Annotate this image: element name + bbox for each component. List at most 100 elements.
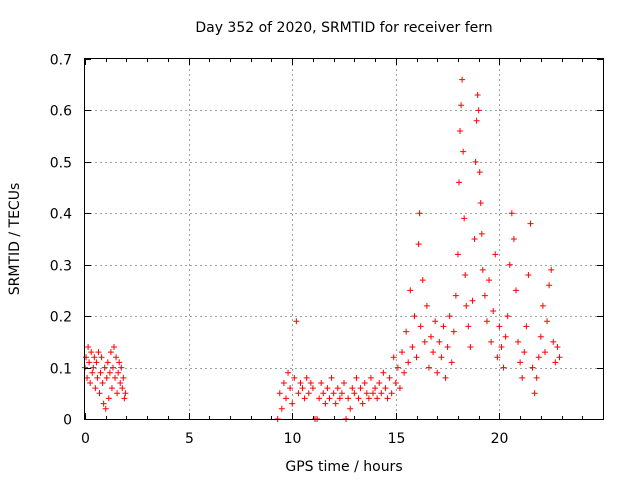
data-point [97, 369, 104, 376]
data-point [483, 318, 490, 325]
data-point [119, 385, 126, 392]
data-point [316, 395, 323, 402]
data-point [105, 395, 112, 402]
data-point [114, 390, 121, 397]
data-point [374, 395, 381, 402]
data-point [336, 395, 343, 402]
data-point [378, 390, 385, 397]
y-tick-label: 0.4 [50, 207, 72, 223]
data-point [478, 230, 485, 237]
data-point [452, 292, 459, 299]
data-point [403, 328, 410, 335]
data-point [444, 344, 451, 350]
data-point [472, 158, 479, 165]
data-point [108, 385, 115, 392]
data-point [328, 374, 335, 381]
data-point [434, 369, 441, 376]
data-point [407, 287, 414, 294]
data-point [332, 400, 339, 407]
data-point [504, 313, 511, 320]
data-point [500, 364, 507, 371]
data-point [515, 338, 522, 345]
data-point [100, 400, 107, 407]
data-point [419, 277, 426, 284]
data-point [508, 210, 515, 217]
data-point [548, 266, 555, 273]
data-point [432, 318, 439, 325]
data-point [474, 92, 481, 98]
data-point [86, 359, 93, 366]
data-point [347, 405, 354, 412]
data-point [330, 390, 337, 397]
data-point [461, 215, 468, 222]
data-point [90, 364, 97, 371]
x-tick-label: 0 [81, 431, 90, 447]
data-point [307, 380, 314, 386]
data-point [552, 359, 559, 366]
data-point [95, 349, 102, 356]
data-point [372, 385, 379, 392]
data-point [109, 364, 116, 371]
data-point [523, 323, 530, 330]
y-tick-label: 0 [63, 413, 72, 429]
data-point [442, 374, 449, 381]
x-tick-label: 15 [388, 431, 406, 447]
data-point [278, 405, 285, 412]
data-point [297, 380, 304, 386]
data-point [539, 302, 546, 309]
data-point [492, 251, 499, 258]
data-point [521, 349, 528, 356]
data-point [103, 374, 110, 381]
data-point [291, 374, 298, 381]
data-point [326, 395, 333, 402]
data-point [556, 354, 563, 361]
data-point [457, 128, 464, 134]
data-point [481, 292, 488, 299]
data-point [107, 349, 114, 356]
data-point [476, 169, 483, 176]
data-point [93, 359, 100, 366]
data-point [305, 390, 312, 397]
data-point [450, 328, 457, 335]
data-point [471, 236, 478, 242]
data-point [510, 236, 517, 242]
data-point [280, 380, 287, 386]
data-point [533, 374, 540, 381]
data-point [465, 323, 472, 330]
x-tick-label: 5 [185, 431, 194, 447]
data-point [289, 400, 296, 407]
data-point [454, 251, 461, 258]
data-point [121, 395, 128, 402]
data-point [460, 148, 467, 155]
data-point [293, 318, 300, 325]
data-point [276, 390, 283, 397]
data-point [365, 395, 372, 402]
data-point [285, 369, 292, 376]
y-tick-label: 0.3 [50, 259, 72, 275]
data-point [409, 344, 416, 350]
x-axis-label: GPS time / hours [285, 459, 402, 475]
data-point [380, 369, 387, 376]
data-point [88, 349, 95, 356]
data-point [498, 344, 505, 350]
data-point [475, 107, 482, 114]
data-point [98, 354, 105, 361]
data-point [351, 390, 358, 397]
y-tick-label: 0.2 [50, 310, 72, 326]
data-point [322, 400, 329, 407]
data-point [99, 380, 106, 386]
data-point [415, 241, 422, 248]
data-point [282, 395, 289, 402]
data-point [469, 297, 476, 304]
axis-ticks: 0 5 10 15 20 0 0.1 0.2 0.3 0.4 0.5 0.6 0.7 [50, 53, 603, 447]
data-point [338, 390, 345, 397]
data-point [353, 374, 360, 381]
data-point [334, 385, 341, 392]
data-point [477, 200, 484, 206]
data-point [287, 385, 294, 392]
data-point [111, 344, 118, 350]
data-point [425, 364, 432, 371]
data-point [303, 374, 310, 381]
data-point [345, 395, 352, 402]
